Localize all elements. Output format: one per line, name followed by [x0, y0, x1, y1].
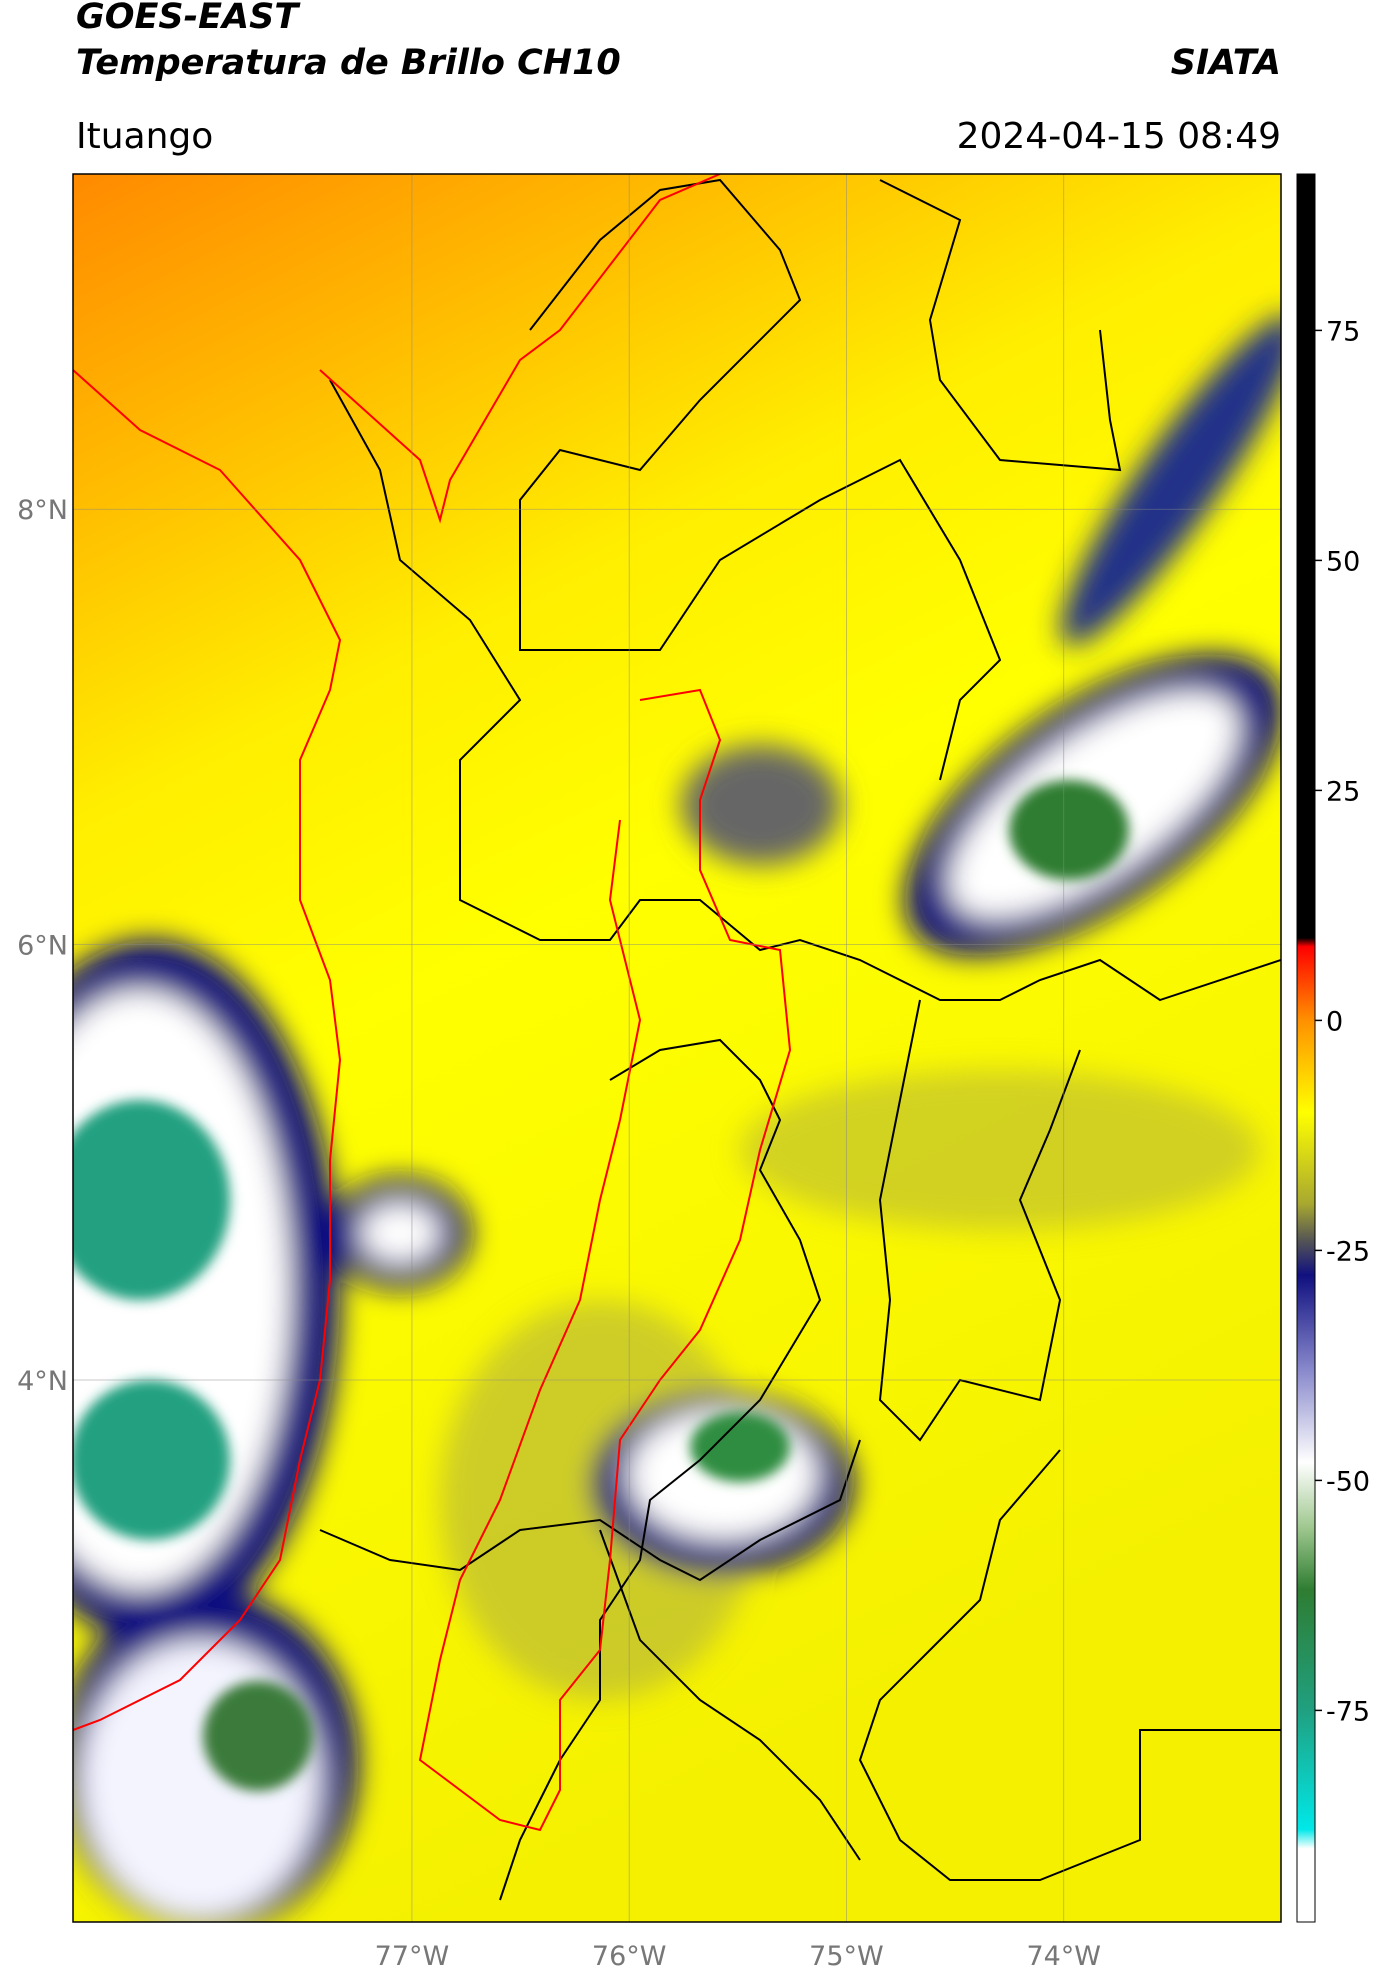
colorbar: [1296, 173, 1316, 1923]
subtitle: Temperatura de Brillo CH10: [76, 43, 621, 83]
lat-tick-label: 8°N: [17, 495, 68, 526]
colorbar-tick-label: -25: [1326, 1236, 1370, 1267]
lon-tick-label: 77°W: [375, 1941, 450, 1972]
colorbar-tick-label: -50: [1326, 1466, 1370, 1497]
map-frame: [72, 173, 1282, 1923]
lon-tick-label: 76°W: [592, 1941, 667, 1972]
colorbar-tick-label: 0: [1326, 1006, 1343, 1037]
lon-tick-label: 75°W: [809, 1941, 884, 1972]
location: Ituango: [76, 116, 213, 157]
colorbar-tick-label: 75: [1326, 316, 1360, 347]
colorbar-tick-label: 50: [1326, 546, 1360, 577]
lon-tick-label: 74°W: [1026, 1941, 1101, 1972]
lat-tick-label: 6°N: [17, 931, 68, 962]
title: GOES-EAST: [76, 0, 301, 37]
brand: SIATA: [1171, 43, 1281, 83]
timestamp: 2024-04-15 08:49: [957, 116, 1281, 157]
lat-tick-label: 4°N: [17, 1366, 68, 1397]
colorbar-tick-label: 25: [1326, 776, 1360, 807]
colorbar-tick-label: -75: [1326, 1696, 1370, 1727]
map-image: [73, 174, 1281, 1922]
